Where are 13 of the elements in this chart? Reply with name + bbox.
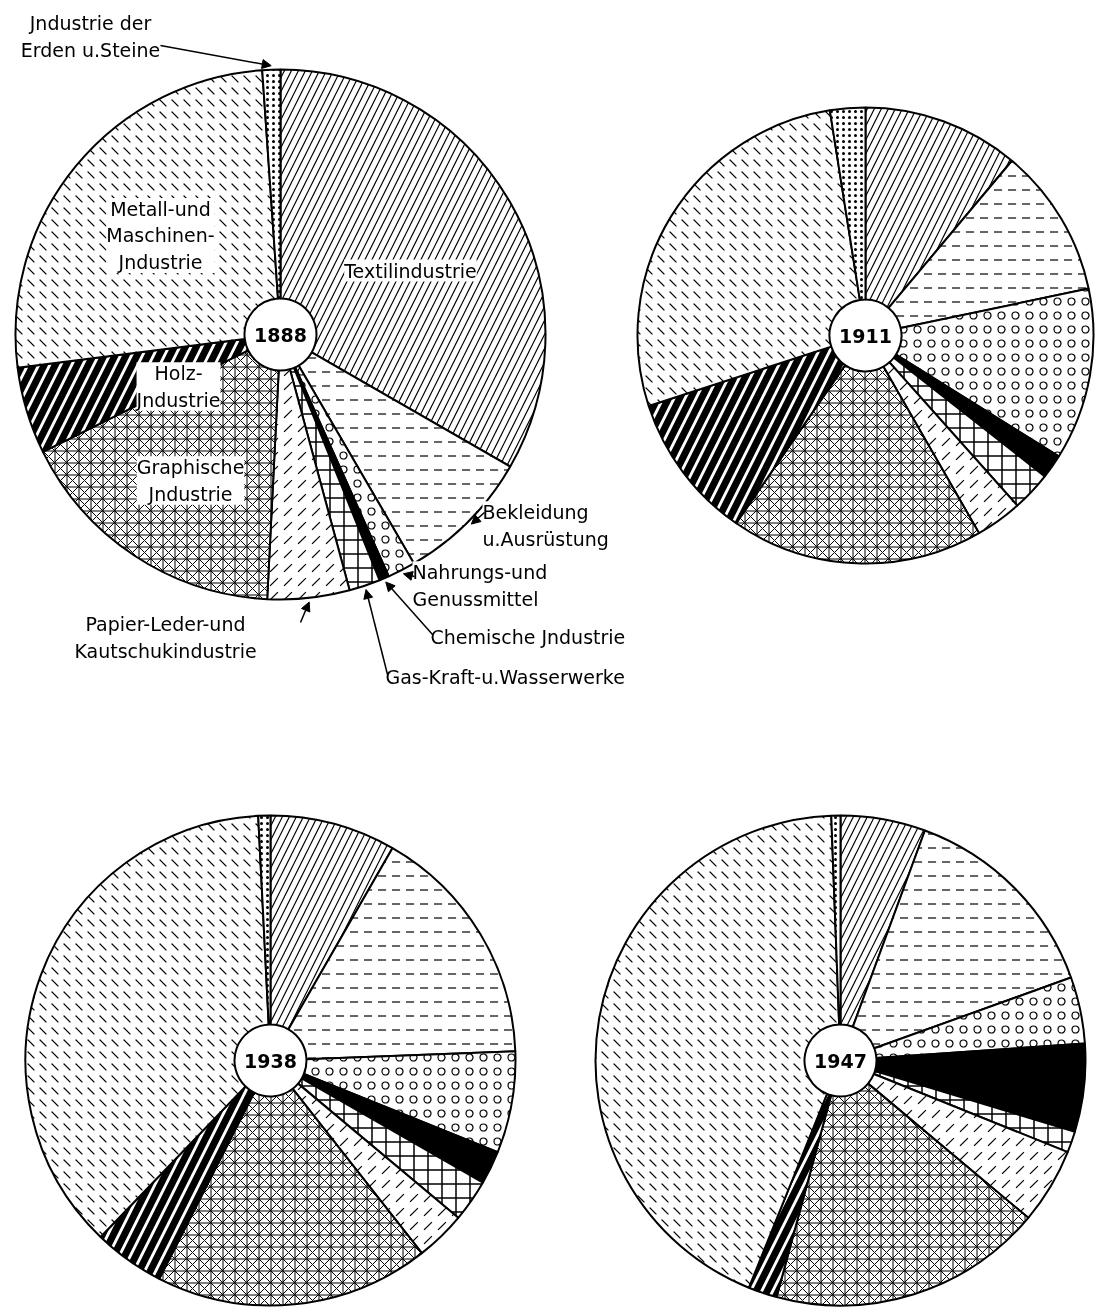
slice-label: Chemische Jndustrie xyxy=(430,625,626,648)
slice-label: Nahrungs-und Genussmittel xyxy=(412,561,548,610)
text: 1911 xyxy=(839,324,892,347)
text: 1947 xyxy=(814,1049,867,1072)
slice-label: Gas-Kraft-u.Wasserwerke xyxy=(385,665,625,688)
slice-label: Papier-Leder-und Kautschukindustrie xyxy=(74,613,257,662)
slice-label: Jndustrie der Erden u.Steine xyxy=(20,12,161,61)
slice-label: Textilindustrie xyxy=(343,259,477,282)
slice-label: Graphische Jndustrie xyxy=(136,456,245,505)
text: 1888 xyxy=(254,323,307,346)
slice-label: Bekleidung u.Ausrüstung xyxy=(482,501,609,550)
slice-label: Metall-und Maschinen- Jndustrie xyxy=(106,198,215,273)
text: 1938 xyxy=(244,1049,297,1072)
